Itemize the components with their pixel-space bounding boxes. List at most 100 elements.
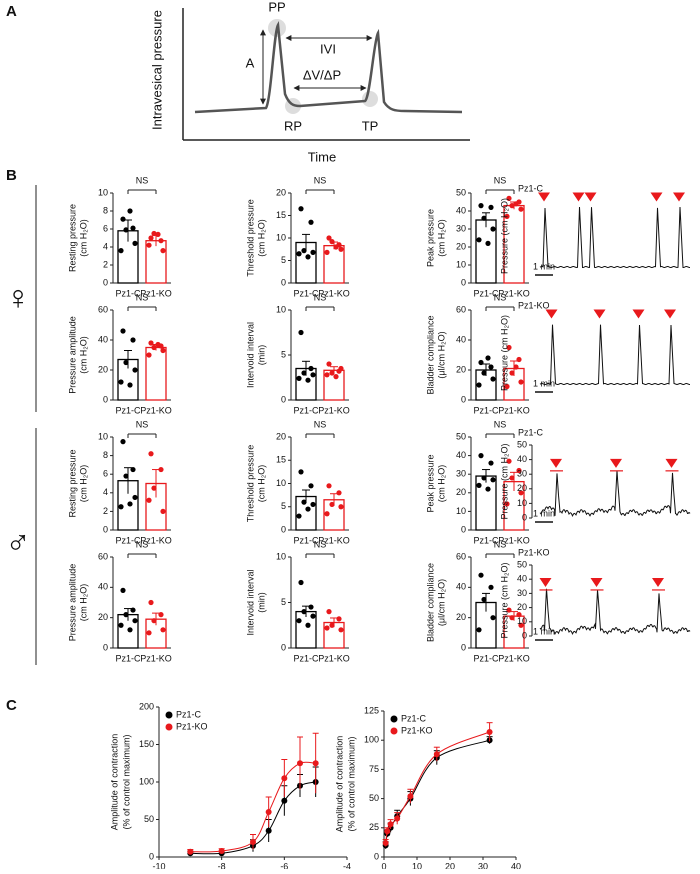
data-point	[486, 729, 493, 736]
data-point	[148, 599, 154, 606]
y-tick-label: 30	[517, 469, 527, 479]
data-point	[296, 251, 302, 257]
y-tick-label: 20	[98, 612, 108, 622]
y-axis-label: Bladder compliance	[425, 563, 435, 642]
x-tick-label: -10	[152, 861, 165, 869]
y-tick-label: 30	[456, 469, 466, 479]
annotation: NS	[136, 292, 149, 302]
data-point	[478, 453, 484, 459]
data-point	[387, 821, 394, 828]
data-point	[488, 460, 494, 466]
x-tick-label: Pz1-KO	[318, 288, 350, 298]
legend-marker	[390, 727, 398, 735]
x-tick-label: 30	[478, 861, 488, 869]
trace-title: Pz1-C	[518, 427, 544, 437]
data-point	[394, 815, 401, 822]
y-tick-label: 20	[276, 431, 286, 441]
y-tick-label: 40	[517, 574, 527, 584]
data-point	[132, 367, 138, 373]
y-tick-label: 0	[522, 630, 527, 640]
data-point	[329, 622, 335, 628]
data-point	[488, 204, 494, 210]
y-axis-label: Pressure (cm H₂O)	[499, 198, 509, 274]
y-axis-label: Intravesical pressure	[149, 10, 164, 130]
void-marker	[545, 309, 558, 319]
y-tick-label: 20	[456, 487, 466, 497]
y-tick-label: 6	[103, 469, 108, 479]
data-point	[476, 237, 482, 243]
y-tick-label: 0	[281, 524, 286, 534]
data-point	[433, 751, 440, 758]
data-point	[490, 477, 496, 483]
data-point	[281, 775, 288, 782]
x-tick-label: Pz1-C	[293, 535, 319, 545]
y-axis-label: (cm H₂O)	[78, 465, 88, 503]
annotation: RP	[284, 118, 302, 133]
annotation: NS	[314, 175, 327, 185]
data-point	[151, 230, 157, 237]
data-point	[305, 506, 311, 512]
pressure-trace	[539, 206, 690, 269]
data-point	[120, 439, 126, 445]
data-point	[336, 616, 342, 622]
data-point	[310, 372, 316, 378]
data-point	[506, 458, 512, 464]
data-point	[148, 451, 154, 457]
data-point	[187, 848, 194, 855]
x-tick-label: Pz1-C	[115, 535, 141, 545]
x-tick-label: 40	[511, 861, 521, 869]
x-tick-label: Pz1-C	[473, 405, 499, 415]
y-tick-label: 10	[98, 187, 108, 197]
data-point	[324, 625, 330, 631]
y-tick-label: 60	[456, 551, 466, 561]
data-point	[146, 497, 152, 503]
y-axis-label: Resting pressure	[67, 204, 77, 272]
y-tick-label: 10	[276, 478, 286, 488]
y-axis-label: Intervoid interval	[245, 322, 255, 388]
data-point	[310, 613, 316, 619]
data-point	[481, 215, 487, 221]
scale-bar-label: 1 min	[533, 626, 555, 636]
annotation: NS	[494, 419, 507, 429]
data-point	[329, 239, 335, 245]
annotation: NS	[314, 419, 327, 429]
annotation: NS	[136, 539, 149, 549]
data-point	[338, 504, 344, 510]
y-tick-label: 200	[139, 701, 154, 711]
data-point	[298, 469, 304, 475]
data-point	[481, 475, 487, 481]
y-tick-label: 20	[456, 241, 466, 251]
y-tick-label: 40	[517, 454, 527, 464]
y-tick-label: 20	[517, 483, 527, 493]
data-point	[513, 201, 519, 207]
x-tick-label: -8	[218, 861, 226, 869]
y-tick-label: 0	[281, 277, 286, 287]
data-point	[509, 370, 515, 376]
data-point	[151, 344, 157, 351]
annotation: TP	[362, 118, 379, 133]
data-point	[326, 361, 332, 367]
data-point	[336, 490, 342, 496]
data-point	[218, 848, 225, 854]
y-tick-label: 5	[281, 501, 286, 511]
x-tick-label: -6	[280, 861, 288, 869]
x-tick-label: Pz1-C	[293, 288, 319, 298]
y-axis-label: (cm H₂O)	[78, 219, 88, 257]
data-point	[123, 359, 129, 366]
data-point	[329, 501, 335, 508]
y-axis-label: (cm H₂O)	[78, 336, 88, 374]
legend-label: Pz1-KO	[176, 721, 208, 731]
data-point	[158, 238, 164, 244]
y-tick-label: 100	[139, 776, 154, 786]
data-point	[485, 240, 491, 246]
data-point	[281, 797, 288, 804]
data-point	[127, 208, 133, 214]
x-tick-label: Pz1-KO	[318, 653, 350, 663]
data-point	[518, 206, 524, 212]
data-point	[488, 364, 494, 370]
annotation: NS	[494, 292, 507, 302]
void-marker	[665, 458, 678, 468]
data-point	[296, 375, 302, 381]
data-point	[158, 612, 164, 618]
trace-title: Pz1-KO	[518, 547, 550, 557]
